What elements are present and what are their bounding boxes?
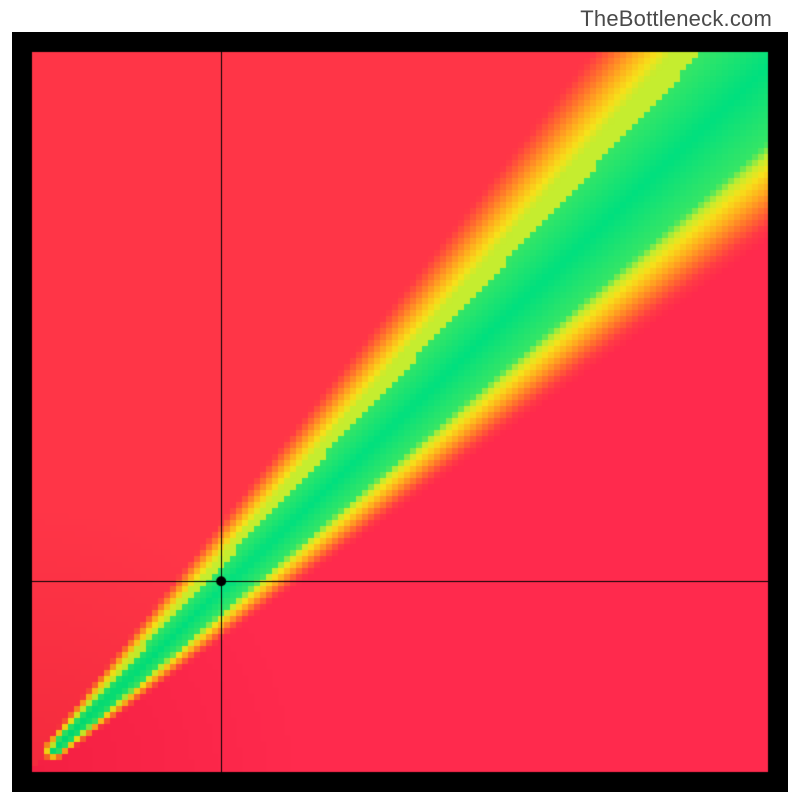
- gradient-plot-frame: [12, 32, 788, 792]
- watermark-text: TheBottleneck.com: [580, 6, 772, 32]
- gradient-plot-canvas: [12, 32, 788, 792]
- chart-container: TheBottleneck.com: [0, 0, 800, 800]
